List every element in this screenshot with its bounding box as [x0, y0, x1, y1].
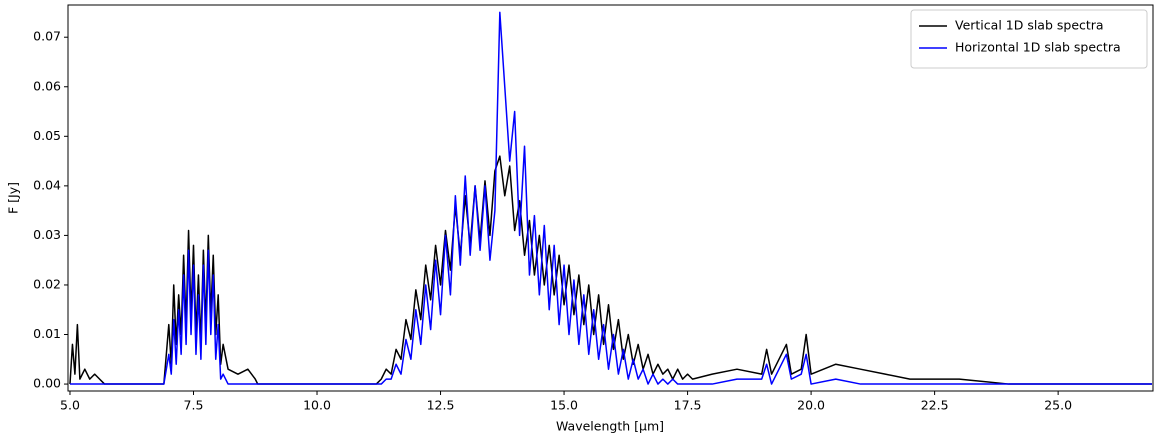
y-tick-label: 0.06 — [33, 78, 61, 93]
legend-box — [910, 9, 1148, 69]
series-line — [69, 11, 1153, 385]
x-tick-label: 17.5 — [674, 398, 702, 413]
x-tick-label: 22.5 — [921, 398, 949, 413]
x-tick-label: 20.0 — [797, 398, 825, 413]
y-tick-label: 0.00 — [33, 376, 61, 391]
y-tick-label: 0.05 — [33, 128, 61, 143]
x-tick-label: 10.0 — [303, 398, 331, 413]
y-tick-label: 0.02 — [33, 276, 61, 291]
x-axis-label: Wavelength [μm] — [556, 419, 664, 434]
x-tick-label: 12.5 — [427, 398, 455, 413]
y-tick-label: 0.04 — [33, 177, 61, 192]
legend-label: Horizontal 1D slab spectra — [955, 40, 1121, 55]
plot-frame — [67, 4, 1154, 392]
y-tick-label: 0.07 — [33, 29, 61, 44]
y-tick-label: 0.03 — [33, 227, 61, 242]
x-tick-label: 15.0 — [550, 398, 578, 413]
x-tick-label: 5.0 — [60, 398, 80, 413]
y-tick-label: 0.01 — [33, 326, 61, 341]
x-tick-label: 25.0 — [1044, 398, 1072, 413]
y-axis-label: F [Jy] — [6, 182, 21, 214]
x-tick-label: 7.5 — [184, 398, 204, 413]
legend-label: Vertical 1D slab spectra — [955, 18, 1104, 33]
